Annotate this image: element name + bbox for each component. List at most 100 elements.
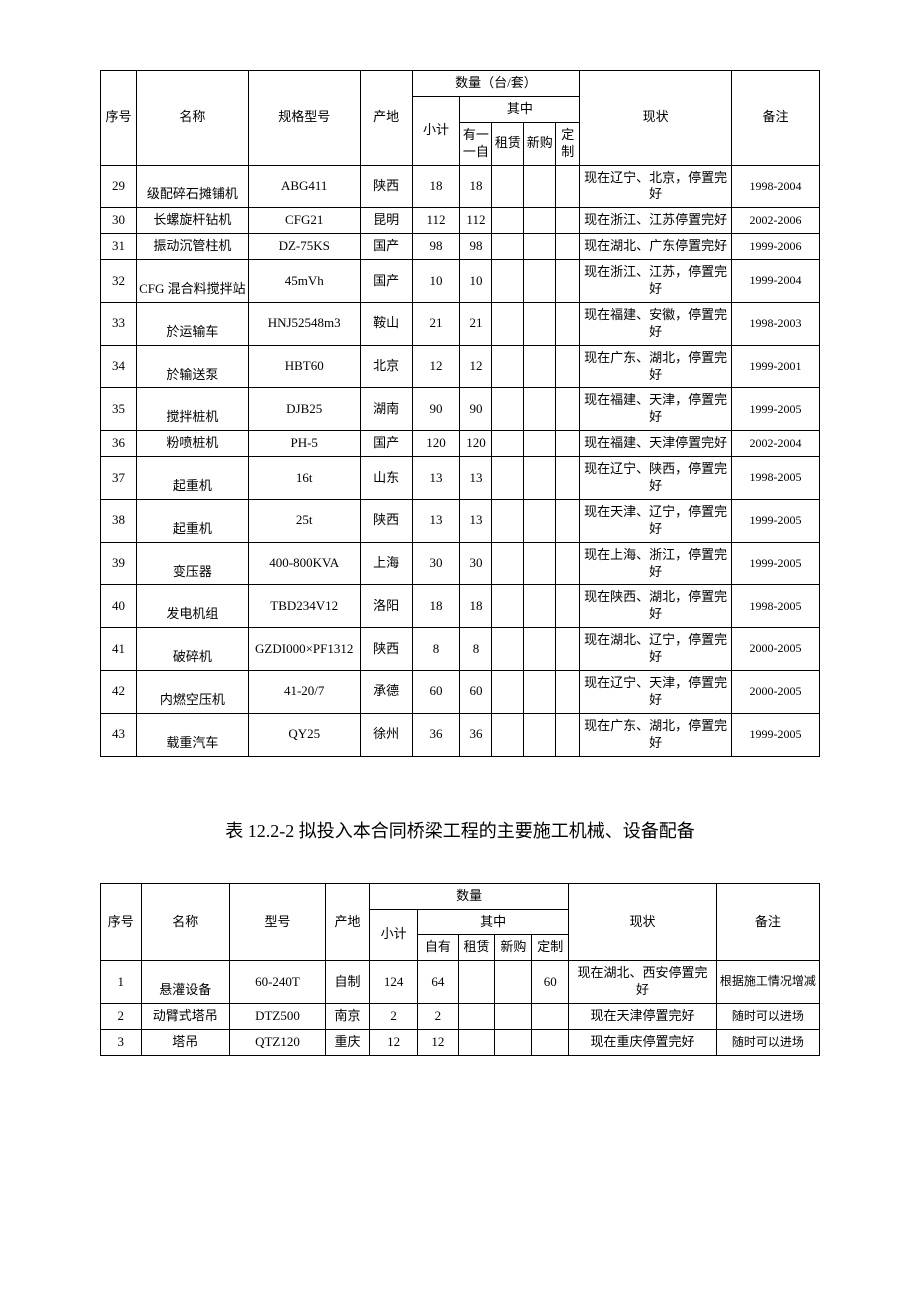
th2-model: 型号 [230,883,326,961]
cell-status: 现在福建、安徽，停置完好 [580,302,732,345]
cell-name: 起重机 [136,457,248,500]
cell-sub: 124 [370,961,418,1004]
cell-cust [556,542,580,585]
cell-status: 现在广东、湖北，停置完好 [580,713,732,756]
cell-name: 於运输车 [136,302,248,345]
cell-status: 现在重庆停置完好 [569,1029,717,1055]
th2-idx: 序号 [101,883,142,961]
cell-status: 现在福建、天津，停置完好 [580,388,732,431]
table-row: 2动臂式塔吊DTZ500南京22现在天津停置完好随时可以进场 [101,1004,820,1030]
cell-cust [532,1004,569,1030]
cell-status: 现在广东、湖北，停置完好 [580,345,732,388]
cell-rent [458,961,495,1004]
cell-model: GZDI000×PF1312 [248,628,360,671]
cell-idx: 37 [101,457,137,500]
cell-model: 400-800KVA [248,542,360,585]
table-row: 40发电机组TBD234V12洛阳1818现在陕西、湖北，停置完好1998-20… [101,585,820,628]
table-row: 32CFG 混合料搅拌站45mVh国产1010现在浙江、江苏，停置完好1999-… [101,260,820,303]
cell-name: 起重机 [136,499,248,542]
cell-cust [556,628,580,671]
cell-note: 根据施工情况增减 [716,961,819,1004]
cell-buy [524,499,556,542]
cell-rent [492,499,524,542]
cell-origin: 承德 [360,671,412,714]
cell-rent [492,542,524,585]
cell-model: TBD234V12 [248,585,360,628]
cell-model: QY25 [248,713,360,756]
cell-status: 现在辽宁、陕西，停置完好 [580,457,732,500]
cell-origin: 陕西 [360,628,412,671]
table-row: 43载重汽车QY25徐州3636现在广东、湖北，停置完好1999-2005 [101,713,820,756]
cell-buy [524,260,556,303]
cell-own: 8 [460,628,492,671]
th2-custom: 定制 [532,935,569,961]
cell-origin: 陕西 [360,165,412,208]
table-row: 34於输送泵HBT60北京1212现在广东、湖北，停置完好1999-2001 [101,345,820,388]
cell-status: 现在浙江、江苏，停置完好 [580,260,732,303]
cell-idx: 2 [101,1004,142,1030]
cell-name: 变压器 [136,542,248,585]
cell-rent [492,457,524,500]
cell-model: 45mVh [248,260,360,303]
table2-body: 1悬灌设备60-240T自制1246460现在湖北、西安停置完好根据施工情况增减… [101,961,820,1056]
cell-origin: 重庆 [325,1029,369,1055]
cell-idx: 3 [101,1029,142,1055]
th-buy: 新购 [524,122,556,165]
th-note: 备注 [732,71,820,166]
cell-sub: 112 [412,208,460,234]
cell-sub: 90 [412,388,460,431]
table-row: 35搅拌桩机DJB25湖南9090现在福建、天津，停置完好1999-2005 [101,388,820,431]
cell-own: 30 [460,542,492,585]
cell-origin: 国产 [360,431,412,457]
cell-model: 41-20/7 [248,671,360,714]
table-row: 30长螺旋杆钻机CFG21昆明112112现在浙江、江苏停置完好2002-200… [101,208,820,234]
cell-cust [556,671,580,714]
cell-idx: 43 [101,713,137,756]
cell-rent [492,302,524,345]
cell-sub: 18 [412,165,460,208]
cell-own: 112 [460,208,492,234]
cell-note: 1998-2005 [732,585,820,628]
cell-name: 内燃空压机 [136,671,248,714]
cell-own: 120 [460,431,492,457]
cell-name: 长螺旋杆钻机 [136,208,248,234]
cell-name: 搅拌桩机 [136,388,248,431]
cell-own: 2 [418,1004,459,1030]
cell-model: HBT60 [248,345,360,388]
cell-status: 现在天津停置完好 [569,1004,717,1030]
cell-idx: 38 [101,499,137,542]
cell-buy [495,1029,532,1055]
cell-origin: 徐州 [360,713,412,756]
cell-model: QTZ120 [230,1029,326,1055]
th2-rent: 租赁 [458,935,495,961]
cell-model: PH-5 [248,431,360,457]
cell-own: 12 [460,345,492,388]
cell-rent [492,260,524,303]
table-row: 37起重机16t山东1313现在辽宁、陕西，停置完好1998-2005 [101,457,820,500]
cell-model: 16t [248,457,360,500]
cell-rent [492,628,524,671]
cell-note: 随时可以进场 [716,1029,819,1055]
cell-origin: 自制 [325,961,369,1004]
cell-model: DTZ500 [230,1004,326,1030]
cell-status: 现在湖北、广东停置完好 [580,234,732,260]
cell-idx: 1 [101,961,142,1004]
cell-buy [524,388,556,431]
section-title: 表 12.2-2 拟投入本合同桥梁工程的主要施工机械、设备配备 [100,817,820,843]
cell-status: 现在湖北、西安停置完好 [569,961,717,1004]
cell-name: 动臂式塔吊 [141,1004,229,1030]
th-model: 规格型号 [248,71,360,166]
cell-note: 1999-2005 [732,499,820,542]
th2-note: 备注 [716,883,819,961]
cell-note: 1999-2001 [732,345,820,388]
cell-idx: 31 [101,234,137,260]
cell-rent [492,388,524,431]
cell-name: 悬灌设备 [141,961,229,1004]
cell-rent [492,234,524,260]
cell-status: 现在天津、辽宁，停置完好 [580,499,732,542]
cell-idx: 33 [101,302,137,345]
cell-status: 现在福建、天津停置完好 [580,431,732,457]
table-row: 39变压器400-800KVA上海3030现在上海、浙江，停置完好1999-20… [101,542,820,585]
cell-origin: 鞍山 [360,302,412,345]
cell-origin: 湖南 [360,388,412,431]
